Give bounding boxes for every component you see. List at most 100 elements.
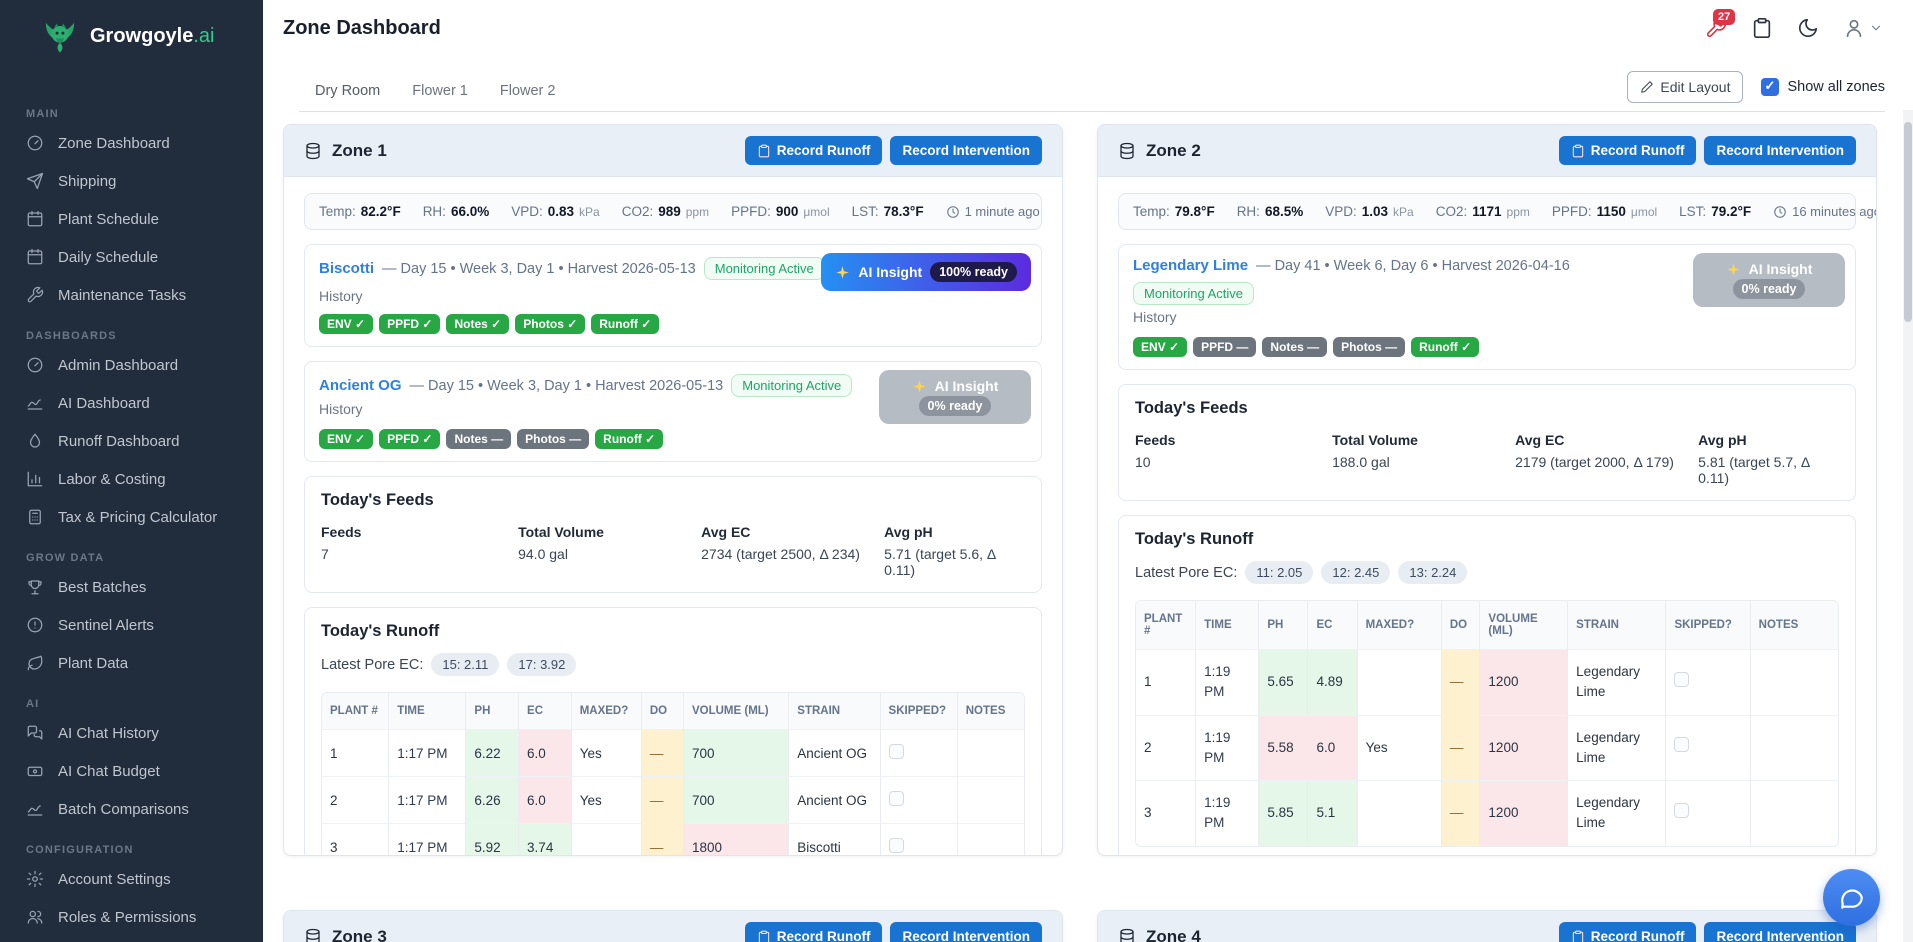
skipped-checkbox[interactable] bbox=[1674, 737, 1690, 753]
cell-do: — bbox=[1441, 649, 1481, 715]
page-title: Zone Dashboard bbox=[283, 16, 441, 39]
cell-ec: 6.0 bbox=[1307, 714, 1358, 781]
clipboard-button[interactable] bbox=[1751, 17, 1773, 39]
tab-dry-room[interactable]: Dry Room bbox=[315, 83, 381, 99]
cell-notes bbox=[1750, 649, 1838, 715]
last-updated: 16 minutes ago bbox=[1773, 204, 1876, 219]
brand-logo[interactable]: Growgoyle.ai bbox=[0, 0, 263, 66]
sidebar-item-account-settings[interactable]: Account Settings bbox=[12, 860, 251, 898]
notes-badge: Notes — bbox=[446, 429, 512, 449]
sidebar-item-best-batches[interactable]: Best Batches bbox=[12, 568, 251, 606]
record-intervention-button[interactable]: Record Intervention bbox=[890, 136, 1042, 165]
zone-name: Zone 1 bbox=[332, 140, 387, 160]
sidebar-item-daily-schedule[interactable]: Daily Schedule bbox=[12, 238, 251, 276]
zone-name: Zone 3 bbox=[332, 926, 387, 942]
nav-section-configuration: CONFIGURATION bbox=[26, 844, 134, 856]
sidebar-item-labor-costing[interactable]: Labor & Costing bbox=[12, 460, 251, 498]
clock-icon bbox=[1774, 205, 1786, 218]
cell-ec: 3.74 bbox=[518, 823, 572, 855]
scrollbar-thumb[interactable] bbox=[1904, 122, 1912, 322]
sidebar-item-zone-dashboard[interactable]: Zone Dashboard bbox=[12, 124, 251, 162]
cell-skipped bbox=[1665, 649, 1751, 715]
cell-strain: Biscotti bbox=[788, 823, 881, 855]
skipped-checkbox[interactable] bbox=[888, 838, 904, 853]
zone-1-header: Zone 1 Record Runoff Record Intervention bbox=[284, 125, 1062, 177]
photos-badge: Photos — bbox=[517, 429, 590, 449]
strain-link[interactable]: Ancient OG bbox=[319, 377, 402, 394]
sidebar-item-ai-chat-history[interactable]: AI Chat History bbox=[12, 714, 251, 752]
user-icon bbox=[1843, 17, 1865, 39]
show-all-zones-toggle[interactable]: Show all zones bbox=[1761, 78, 1885, 96]
tab-flower-1[interactable]: Flower 1 bbox=[412, 83, 468, 99]
skipped-checkbox[interactable] bbox=[1674, 671, 1690, 687]
tab-flower-2[interactable]: Flower 2 bbox=[499, 83, 556, 99]
sidebar-item-tax-pricing-calculator[interactable]: Tax & Pricing Calculator bbox=[12, 498, 251, 536]
sidebar-item-admin-dashboard[interactable]: Admin Dashboard bbox=[12, 346, 251, 384]
database-icon bbox=[1120, 142, 1134, 159]
zone-name: Zone 2 bbox=[1146, 140, 1201, 160]
record-intervention-button[interactable]: Record Intervention bbox=[890, 922, 1042, 942]
cell-do: — bbox=[1441, 714, 1481, 781]
skipped-checkbox[interactable] bbox=[888, 744, 904, 759]
edit-layout-button[interactable]: Edit Layout bbox=[1627, 71, 1744, 103]
sidebar-item-ai-chat-budget[interactable]: AI Chat Budget bbox=[12, 752, 251, 790]
zone-2-header: Zone 2 Record Runoff Record Intervention bbox=[1098, 125, 1876, 177]
sidebar-item-maintenance-tasks[interactable]: Maintenance Tasks bbox=[12, 276, 251, 314]
pore-ec-pill: 15: 2.11 bbox=[431, 653, 500, 676]
gauge-icon bbox=[26, 356, 44, 374]
env-badge: ENV ✓ bbox=[319, 429, 374, 449]
strain-link[interactable]: Biscotti bbox=[319, 260, 375, 277]
cell-time: 1:19 PM bbox=[1195, 714, 1260, 781]
user-menu[interactable] bbox=[1843, 17, 1883, 39]
strain-link[interactable]: Legendary Lime bbox=[1133, 257, 1249, 274]
checkbox-checked[interactable] bbox=[1761, 78, 1780, 96]
skipped-checkbox[interactable] bbox=[1674, 802, 1690, 818]
record-intervention-button[interactable]: Record Intervention bbox=[1704, 136, 1856, 165]
sidebar-item-plant-data[interactable]: Plant Data bbox=[12, 644, 251, 682]
cell-skipped bbox=[880, 729, 958, 777]
todays-feeds-section: Today's Feeds Feeds 10 Total Volume 188.0 … bbox=[1118, 384, 1856, 501]
sidebar-item-batch-comparisons[interactable]: Batch Comparisons bbox=[12, 790, 251, 828]
ai-insight-button-disabled[interactable]: AI Insight 0% ready bbox=[1693, 253, 1845, 307]
sidebar: Growgoyle.ai MAIN Zone Dashboard Shippin… bbox=[0, 0, 263, 942]
cell-plant: 3 bbox=[322, 823, 390, 855]
chat-fab-button[interactable] bbox=[1823, 869, 1880, 926]
skipped-checkbox[interactable] bbox=[888, 791, 904, 806]
sidebar-item-shipping[interactable]: Shipping bbox=[12, 162, 251, 200]
sidebar-item-ai-dashboard[interactable]: AI Dashboard bbox=[12, 384, 251, 422]
cell-notes bbox=[957, 776, 1024, 824]
history-link[interactable]: History bbox=[1133, 309, 1177, 325]
record-runoff-button[interactable]: Record Runoff bbox=[1558, 136, 1697, 165]
maintenance-alerts-button[interactable]: 27 bbox=[1705, 9, 1736, 39]
record-runoff-button[interactable]: Record Runoff bbox=[744, 922, 883, 942]
cell-strain: Ancient OG bbox=[788, 729, 881, 777]
record-runoff-button[interactable]: Record Runoff bbox=[744, 136, 883, 165]
ai-insight-button-disabled[interactable]: AI Insight 0% ready bbox=[879, 370, 1031, 424]
cell-notes bbox=[957, 729, 1024, 777]
cell-strain: Legendary Lime bbox=[1567, 714, 1667, 781]
cell-maxed bbox=[571, 823, 642, 855]
history-link[interactable]: History bbox=[319, 288, 363, 304]
runoff-row: 2 1:17 PM 6.26 6.0 Yes — 700 Ancient OG bbox=[322, 776, 1024, 824]
cell-volume: 700 bbox=[683, 729, 790, 777]
chat-bubble-icon bbox=[1840, 888, 1863, 909]
cell-ec: 6.0 bbox=[518, 729, 572, 777]
runoff-row: 3 1:17 PM 5.92 3.74 — 1800 Biscotti bbox=[322, 823, 1024, 855]
sidebar-item-runoff-dashboard[interactable]: Runoff Dashboard bbox=[12, 422, 251, 460]
sidebar-item-plant-schedule[interactable]: Plant Schedule bbox=[12, 200, 251, 238]
dark-mode-toggle[interactable] bbox=[1797, 17, 1819, 39]
cell-volume: 1200 bbox=[1479, 780, 1569, 846]
zone-card-4: Zone 4 Record Runoff Record Intervention bbox=[1097, 910, 1877, 942]
sidebar-nav: MAIN Zone Dashboard Shipping Plant Sched… bbox=[0, 108, 263, 936]
cell-do: — bbox=[641, 729, 684, 777]
sidebar-item-sentinel-alerts[interactable]: Sentinel Alerts bbox=[12, 606, 251, 644]
sidebar-item-roles-permissions[interactable]: Roles & Permissions bbox=[12, 898, 251, 936]
record-intervention-button[interactable]: Record Intervention bbox=[1704, 922, 1856, 942]
pore-ec-pill: 17: 3.92 bbox=[507, 653, 577, 676]
page-scrollbar[interactable] bbox=[1903, 110, 1913, 942]
sparkle-icon bbox=[912, 379, 926, 393]
history-link[interactable]: History bbox=[319, 401, 363, 417]
record-runoff-button[interactable]: Record Runoff bbox=[1558, 922, 1697, 942]
ai-insight-button[interactable]: AI Insight 100% ready bbox=[821, 253, 1031, 291]
cell-time: 1:19 PM bbox=[1195, 649, 1260, 715]
